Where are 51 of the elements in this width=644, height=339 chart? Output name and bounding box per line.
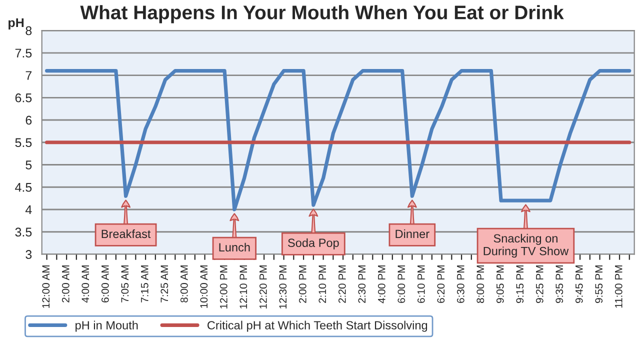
x-tick-label: 4:00 AM [82,266,90,303]
annotation: Breakfast [102,229,151,238]
annotation: Snacking on During TV Show [484,234,569,258]
x-tick-label: 9:55 PM [595,266,603,303]
x-tick-label: 2:00 PM [298,266,306,303]
x-tick-label: 6:00 PM [398,266,406,303]
x-tick-label: 7:25 AM [160,266,168,302]
legend-label: Critical pH at Which Teeth Start Dissolving [208,320,428,332]
line-series [44,68,632,212]
y-tick-label: 7.5 [15,48,32,58]
y-axis-title: pH [8,18,24,30]
x-tick-label: 12:30 PM [279,266,287,308]
x-tick-label: 6:10 PM [417,266,425,303]
y-tick-label: 4.5 [15,183,32,192]
y-tick-label: 7 [26,71,32,80]
y-tick-label: 3.5 [15,228,32,237]
x-tick-label: 7:05 AM [121,266,129,302]
y-tick-label: 5.5 [15,138,32,148]
x-tick-label: 12:00 PM [220,266,228,308]
y-tick-label: 4 [25,205,32,214]
x-tick-label: 8:00 PM [476,266,484,304]
x-tick-label: 9:35 PM [556,266,564,303]
x-tick-label: 4:00 PM [378,266,386,304]
chart-title: What Happens In Your Mouth When You Eat or Drink [80,5,564,24]
y-tick-label: 3 [26,250,32,259]
x-tick-label: 7:15 AM [141,266,148,302]
x-tick-label: 9:15 PM [516,266,524,303]
x-tick-label: 9:45 PM [575,266,583,303]
x-tick-label: 9:05 PM [496,266,504,303]
x-tick-label: 11:00 PM [614,266,622,308]
x-tick-label: 8:00 AM [180,266,188,302]
y-tick-label: 8 [26,26,32,36]
x-tick-label: 2:00 AM [62,266,70,302]
x-tick-label: 2:20 PM [338,266,346,303]
annotation: Lunch [219,242,250,252]
x-tick-label: 10:00 AM [200,266,208,308]
x-tick-label: 2:10 PM [318,266,326,303]
x-tick-label: 6:30 PM [456,266,464,303]
x-tick-label: 12:20 PM [259,266,267,308]
x-tick-label: 9:25 PM [536,266,544,303]
y-tick-label: 6.5 [15,93,32,102]
x-tick-label: 6:00 AM [101,266,109,302]
x-tick-label: 2:30 PM [358,266,366,303]
y-tick-label: 5 [26,160,32,170]
x-tick-label: 6:20 PM [437,266,445,303]
annotation: Soda Pop [288,238,339,250]
x-tick-label: 12:10 PM [240,266,248,308]
annotation: Dinner [396,229,430,238]
x-tick-label: 12:00 AM [42,266,50,308]
legend-label: pH in Mouth [76,320,138,332]
y-tick-label: 6 [26,116,32,125]
